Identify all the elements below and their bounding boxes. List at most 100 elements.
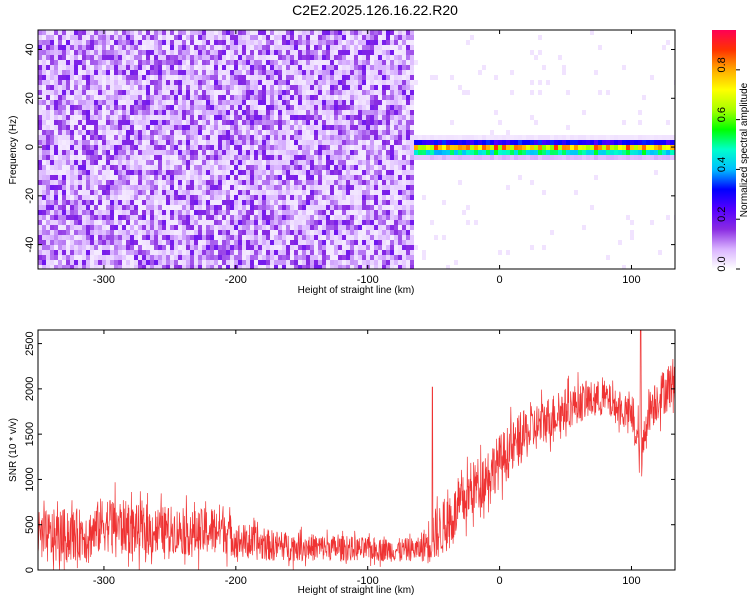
spectrogram-cell (202, 220, 206, 225)
spectrogram-cell (262, 230, 266, 235)
spectrogram-cell (258, 235, 262, 240)
spectrogram-cell (218, 155, 222, 160)
spectrogram-cell (578, 140, 582, 145)
spectrogram-cell (214, 215, 218, 220)
spectrogram-cell (270, 175, 274, 180)
spectrogram-cell (206, 135, 210, 140)
spectrogram-cell (242, 75, 246, 80)
spectrogram-cell (114, 40, 118, 45)
spectrogram-cell (226, 155, 230, 160)
spectrogram-cell (478, 150, 482, 155)
spectrogram-cell (386, 105, 390, 110)
spectrogram-cell (306, 90, 310, 95)
spectrogram-cell (330, 205, 334, 210)
spectrogram-cell (526, 150, 530, 155)
spectrogram-cell (466, 135, 470, 140)
spectrogram-cell (258, 175, 262, 180)
spectrogram-cell (58, 90, 62, 95)
spectrogram-cell (386, 155, 390, 160)
spectrogram-cell (154, 185, 158, 190)
spectrogram-cell (218, 165, 222, 170)
spectrogram-cell (230, 140, 234, 145)
spectrogram-cell (230, 190, 234, 195)
spectrogram-cell (86, 265, 90, 269)
spectrogram-cell (130, 45, 134, 50)
spectrogram-cell (198, 55, 202, 60)
spectrogram-cell (338, 55, 342, 60)
spectrogram-cell (146, 95, 150, 100)
spectrogram-cell (454, 140, 458, 145)
spectrogram-cell (498, 135, 502, 140)
spectrogram-cell (518, 145, 522, 150)
spectrogram-cell (278, 95, 282, 100)
spectrogram-cell (130, 265, 134, 269)
spectrogram-cell (414, 80, 418, 85)
spectrogram-cell (338, 265, 342, 269)
spectrogram-cell (110, 90, 114, 95)
spectrogram-cell (666, 150, 670, 155)
spectrogram-cell (410, 175, 414, 180)
spectrogram-cell (318, 190, 322, 195)
spectrogram-cell (178, 95, 182, 100)
spectrogram-cell (38, 100, 42, 105)
spectrogram-cell (154, 145, 158, 150)
spectrogram-cell (206, 155, 210, 160)
spectrogram-cell (346, 250, 350, 255)
spectrogram-cell (394, 50, 398, 55)
spectrogram-cell (158, 30, 162, 35)
spectrogram-cell (134, 120, 138, 125)
spectrogram-cell (102, 130, 106, 135)
spectrogram-cell (86, 240, 90, 245)
spectrogram-cell (246, 50, 250, 55)
spectrogram-cell (306, 55, 310, 60)
spectrogram-cell (186, 230, 190, 235)
spectrogram-cell (50, 230, 54, 235)
spectrogram-cell (370, 65, 374, 70)
spectrogram-cell (246, 195, 250, 200)
spectrogram-cell (650, 135, 654, 140)
spectrogram-cell (282, 80, 286, 85)
spectrogram-cell (106, 205, 110, 210)
spectrogram-cell (178, 255, 182, 260)
spectrogram-cell (66, 120, 70, 125)
spectrogram-cell (366, 245, 370, 250)
spectrogram-cell (170, 135, 174, 140)
spectrogram-cell (258, 215, 262, 220)
spectrogram-cell (638, 110, 642, 115)
spectrogram-cell (362, 240, 366, 245)
spectrogram-cell (402, 90, 406, 95)
spectrogram-cell (282, 190, 286, 195)
spectrogram-cell (250, 255, 254, 260)
spectrogram-cell (206, 190, 210, 195)
spectrogram-cell (358, 265, 362, 269)
spectrogram-cell (574, 155, 578, 160)
spectrogram-cell (346, 210, 350, 215)
spectrogram-cell (238, 70, 242, 75)
spectrogram-cell (262, 130, 266, 135)
spectrogram-cell (614, 140, 618, 145)
spectrogram-cell (314, 255, 318, 260)
spectrogram-cell (230, 75, 234, 80)
spectrogram-cell (318, 230, 322, 235)
spectrogram-cell (146, 50, 150, 55)
spectrogram-cell (342, 100, 346, 105)
spectrogram-cell (286, 150, 290, 155)
spectrogram-cell (394, 190, 398, 195)
spectrogram-cell (86, 230, 90, 235)
spectrogram-cell (346, 65, 350, 70)
spectrogram-cell (334, 255, 338, 260)
spectrogram-cell (346, 115, 350, 120)
spectrogram-cell (250, 60, 254, 65)
spectrogram-cell (386, 165, 390, 170)
spectrogram-cell (162, 130, 166, 135)
spectrogram-cell (142, 125, 146, 130)
spectrogram-cell (202, 225, 206, 230)
spectrogram-cell (326, 240, 330, 245)
spectrogram-cell (94, 105, 98, 110)
spectrogram-cell (410, 180, 414, 185)
spectrogram-cell (258, 120, 262, 125)
spectrogram-cell (630, 150, 634, 155)
spectrogram-cell (182, 110, 186, 115)
spectrogram-cell (134, 210, 138, 215)
spectrogram-cell (146, 255, 150, 260)
